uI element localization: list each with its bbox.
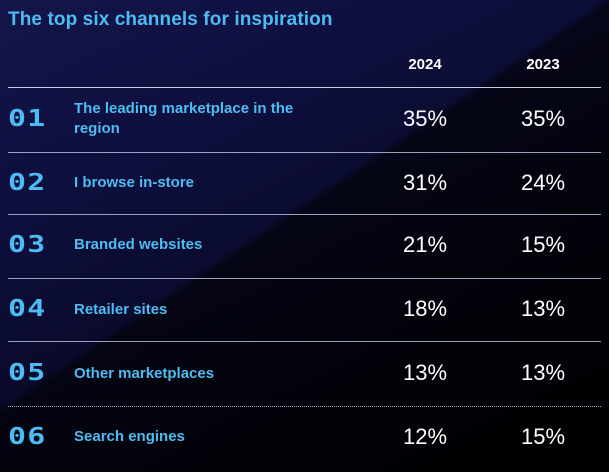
channel-label: The leading marketplace in the region (74, 100, 294, 137)
channel-label: Branded websites (74, 236, 203, 253)
rank-number: 03 (8, 232, 47, 258)
row-divider (8, 214, 601, 215)
rank-number: 02 (8, 170, 47, 196)
value-2023: 13% (520, 296, 566, 321)
table-row: 04 Retailer sites 18% 13% (0, 279, 609, 341)
channel-label: Other marketplaces (74, 365, 215, 382)
value-2024: 31% (402, 170, 448, 195)
rank-number: 01 (8, 106, 47, 132)
column-header-2023: 2023 (526, 56, 560, 73)
row-divider (8, 341, 601, 342)
chart-title: The top six channels for inspiration (8, 9, 333, 30)
value-2023: 35% (520, 106, 566, 131)
table-row: 06 Search engines 12% 15% (0, 407, 609, 469)
value-2024: 35% (402, 106, 448, 131)
rank-number: 05 (8, 360, 47, 386)
row-divider (8, 278, 601, 279)
value-2024: 18% (402, 296, 448, 321)
value-2023: 15% (520, 232, 566, 257)
rank-number: 06 (8, 424, 47, 450)
value-2023: 24% (520, 170, 566, 195)
value-2024: 13% (402, 360, 448, 385)
row-divider (8, 406, 601, 407)
header-divider (8, 87, 601, 88)
table-row: 02 I browse in-store 31% 24% (0, 153, 609, 214)
channel-label: I browse in-store (74, 174, 195, 191)
table-row: 03 Branded websites 21% 15% (0, 215, 609, 278)
table-row: 01 The leading marketplace in the region… (0, 88, 609, 152)
value-2024: 12% (402, 424, 448, 449)
row-divider (8, 152, 601, 153)
value-2023: 15% (520, 424, 566, 449)
table-row: 05 Other marketplaces 13% 13% (0, 342, 609, 406)
column-header-2024: 2024 (408, 56, 442, 73)
rank-number: 04 (8, 296, 47, 322)
value-2023: 13% (520, 360, 566, 385)
channel-label: Retailer sites (74, 301, 168, 318)
channel-label: Search engines (74, 428, 185, 445)
value-2024: 21% (402, 232, 448, 257)
